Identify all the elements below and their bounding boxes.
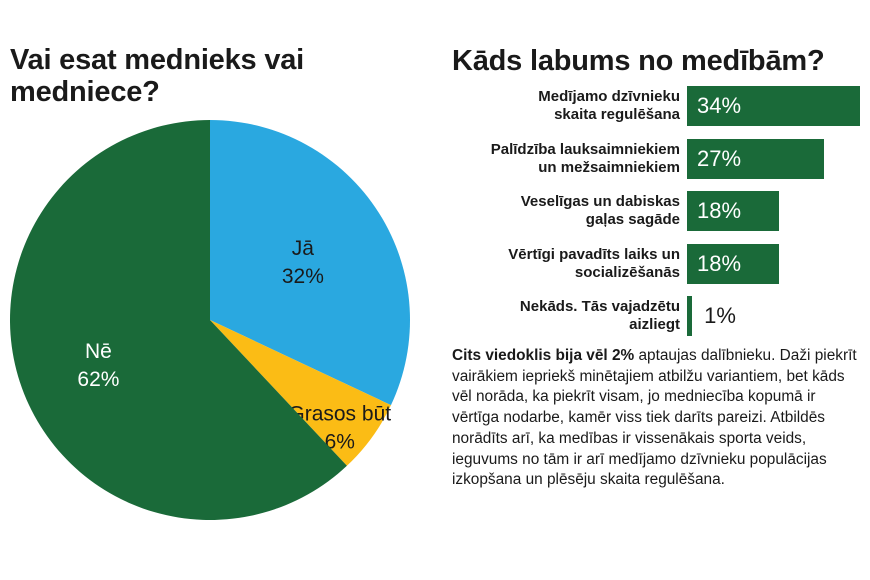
bar-category-label: Palīdzība lauksaimniekiem un mežsaimnieki… xyxy=(460,141,680,177)
bar-category-line: gaļas sagāde xyxy=(585,211,680,228)
bar-row: Palīdzība lauksaimniekiem un mežsaimnieki… xyxy=(460,138,870,179)
bar-category-line: un mežsaimniekiem xyxy=(538,158,680,176)
bar-category-line: Nekāds. Tās vajadzētu xyxy=(519,298,680,315)
pie-value-grasos-but: 6% xyxy=(325,431,355,454)
bar-category-label: Nekāds. Tās vajadzētu aizliegt xyxy=(460,298,680,334)
bar xyxy=(687,191,779,231)
pie-value-ja: 32% xyxy=(282,265,324,288)
bar-category-line: Veselīgas un dabiskas xyxy=(520,193,680,210)
pie-slice-ne xyxy=(9,120,347,520)
pie-label-ne: Nē xyxy=(85,340,112,363)
bar-row: Veselīgas un dabiskas gaļas sagāde 18% xyxy=(460,191,870,231)
bar-category-line: socializēšanās xyxy=(574,263,680,281)
bar-category-line: Medījamo dzīvnieku xyxy=(538,88,680,105)
pie-chart: Jā 32% Grasos būt 6% Nē 62% xyxy=(9,120,411,520)
pie-label-ja: Jā xyxy=(292,237,315,260)
note-paragraph: Cits viedoklis bija vēl 2% aptaujas dalī… xyxy=(452,346,866,491)
bar-category-line: Palīdzība lauksaimniekiem xyxy=(490,140,680,158)
bar-value-label: 34% xyxy=(697,93,742,118)
bar-category-line: Vērtīgi pavadīts laiks un xyxy=(508,245,680,263)
bar-category-label: Veselīgas un dabiskas gaļas sagāde xyxy=(460,193,680,229)
bar-value-label: 27% xyxy=(697,145,742,171)
bar-row: Vērtīgi pavadīts laiks un socializēšanās 1… xyxy=(460,243,870,284)
bar-category-line: skaita regulēšana xyxy=(554,106,680,123)
pie-slice-ja xyxy=(210,120,411,406)
pie-value-ne: 62% xyxy=(77,368,119,391)
pie-label-grasos-but: Grasos būt xyxy=(288,403,391,426)
note-highlight: Cits viedoklis bija vēl 2% xyxy=(452,347,635,364)
pie-chart-title: Vai esat mednieks vai medniece? xyxy=(10,44,305,108)
bar xyxy=(687,138,825,179)
bar-chart-title: Kāds labums no medībām? xyxy=(452,45,825,77)
bar-row: Nekāds. Tās vajadzētu aizliegt 1% xyxy=(460,296,870,336)
pie-slice-grasos-but xyxy=(210,320,391,466)
bar xyxy=(687,243,779,284)
bar xyxy=(687,296,693,336)
bar-category-label: Vērtīgi pavadīts laiks un socializēšanās xyxy=(460,246,680,282)
bar-category-line: aizliegt xyxy=(629,316,680,333)
bar-value-label: 18% xyxy=(697,198,742,223)
bar xyxy=(687,86,860,126)
bar-value-label: 18% xyxy=(697,250,742,276)
bar-row: Medījamo dzīvnieku skaita regulēšana 34% xyxy=(460,86,870,126)
bar-value-label: 1% xyxy=(704,303,736,328)
note-text: aptaujas dalībnieku. Daži piekrīt vairāk… xyxy=(452,347,857,489)
bar-category-label: Medījamo dzīvnieku skaita regulēšana xyxy=(460,88,680,124)
